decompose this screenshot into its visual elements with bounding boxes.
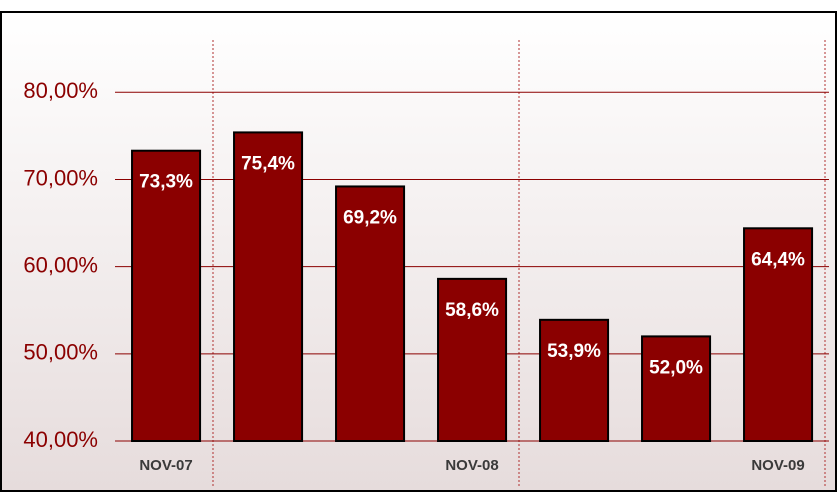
- bar: [539, 318, 610, 442]
- y-tick-label: 70,00%: [23, 165, 98, 190]
- value-label: 58,6%: [445, 300, 499, 321]
- value-label: 69,2%: [343, 207, 397, 228]
- bar: [743, 227, 814, 442]
- y-tick-label: 40,00%: [23, 427, 98, 452]
- bar: [437, 277, 508, 443]
- value-label: 64,4%: [751, 249, 805, 270]
- y-tick-label: 60,00%: [23, 252, 98, 277]
- bar: [131, 149, 202, 442]
- x-tick-label: NOV-07: [139, 457, 192, 474]
- value-label: 75,4%: [241, 153, 295, 174]
- x-tick-label: NOV-08: [445, 457, 498, 474]
- bar: [335, 185, 406, 442]
- value-label: 53,9%: [547, 341, 601, 362]
- value-label: 73,3%: [139, 172, 193, 193]
- bar: [641, 335, 712, 442]
- y-tick-label: 50,00%: [23, 340, 98, 365]
- bar: [233, 131, 304, 442]
- y-tick-label: 80,00%: [23, 78, 98, 103]
- x-tick-label: NOV-09: [751, 457, 804, 474]
- value-label: 52,0%: [649, 357, 703, 378]
